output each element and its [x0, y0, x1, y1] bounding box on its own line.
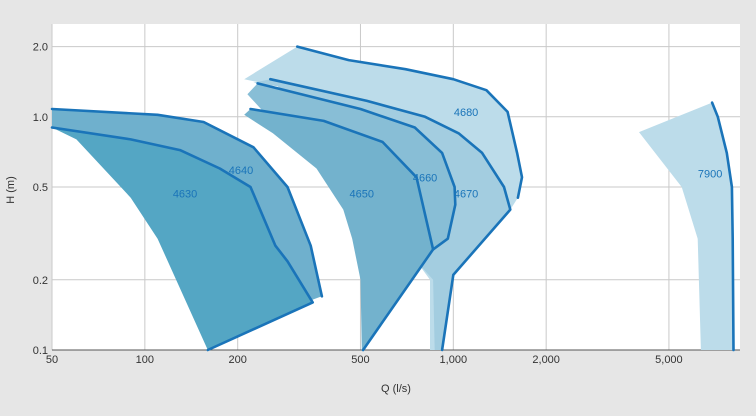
- outline-7900: [710, 101, 735, 352]
- outline-4680: [295, 45, 524, 199]
- x-tick-label: 100: [136, 354, 154, 366]
- label-4630: 4630: [173, 188, 197, 200]
- label-4650: 4650: [350, 188, 374, 200]
- x-tick-label: 200: [229, 354, 247, 366]
- series-regions: [52, 46, 734, 350]
- y-axis-label: H (m): [5, 176, 17, 204]
- outline-4630: [50, 126, 315, 352]
- x-tick-labels: 50 100 200 500 1,000 2,000 5,000: [46, 354, 683, 366]
- label-4680: 4680: [454, 107, 478, 119]
- y-tick-label: 0.1: [33, 345, 48, 357]
- region-7900: [639, 102, 734, 350]
- label-4660: 4660: [413, 172, 437, 184]
- outline-4670: [268, 77, 512, 352]
- y-tick-label: 2.0: [33, 42, 48, 54]
- y-tick-label: 0.5: [33, 182, 48, 194]
- region-4630: [52, 127, 313, 350]
- x-tick-label: 50: [46, 354, 58, 366]
- x-tick-label: 2,000: [532, 354, 560, 366]
- x-tick-label: 500: [351, 354, 369, 366]
- outline-4650: [249, 107, 435, 352]
- y-tick-labels: 0.1 0.2 0.5 1.0 2.0: [33, 42, 48, 357]
- label-7900: 7900: [698, 169, 722, 181]
- x-tick-label: 1,000: [440, 354, 468, 366]
- series-outlines: [50, 45, 735, 352]
- series-labels: 4680 4670 4660 4650 4640 4630 7900: [173, 107, 723, 200]
- y-tick-label: 1.0: [33, 112, 48, 124]
- outline-4660: [256, 82, 457, 251]
- label-4640: 4640: [229, 165, 253, 177]
- y-tick-label: 0.2: [33, 275, 48, 287]
- x-tick-label: 5,000: [655, 354, 683, 366]
- region-4650: [244, 109, 434, 350]
- x-axis-label: Q (l/s): [381, 383, 411, 395]
- outline-4640: [50, 107, 324, 298]
- label-4670: 4670: [454, 188, 478, 200]
- region-4640: [52, 109, 322, 309]
